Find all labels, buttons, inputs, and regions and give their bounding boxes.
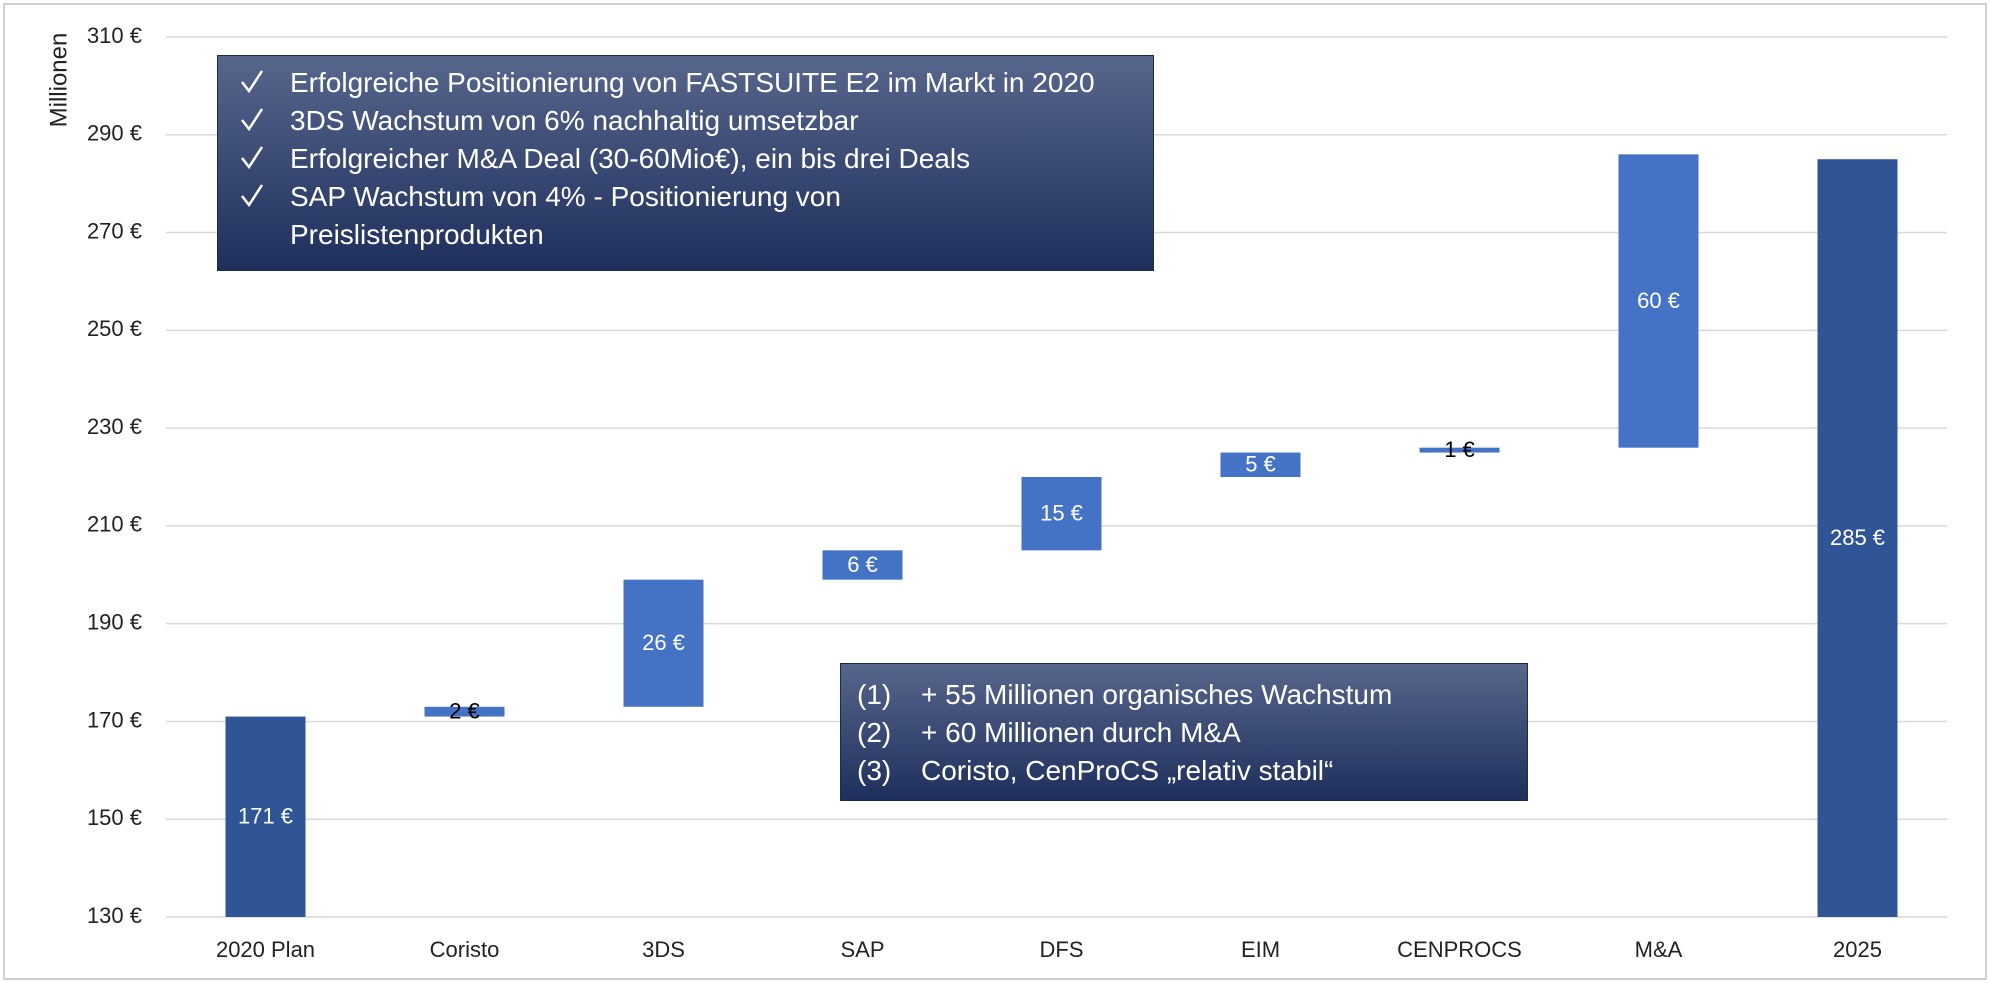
y-tick-label: 150 € bbox=[87, 805, 142, 830]
y-tick-label: 270 € bbox=[87, 218, 142, 243]
bullet-row: Erfolgreicher M&A Deal (30-60Mio€), ein … bbox=[238, 140, 1133, 178]
x-tick-label: Coristo bbox=[430, 937, 500, 962]
x-tick-label: CENPROCS bbox=[1397, 937, 1522, 962]
note-row: (1) + 55 Millionen organisches Wachstum bbox=[857, 676, 1511, 714]
y-axis-label: Millionen bbox=[45, 33, 72, 128]
check-icon bbox=[241, 70, 264, 94]
bar bbox=[822, 550, 903, 580]
y-tick-label: 210 € bbox=[87, 512, 142, 537]
bullet-text: 3DS Wachstum von 6% nachhaltig umsetzbar bbox=[290, 105, 859, 136]
x-tick-label: DFS bbox=[1040, 937, 1084, 962]
annotation-box: (1) + 55 Millionen organisches Wachstum (2… bbox=[840, 663, 1528, 801]
bullet-text: Erfolgreicher M&A Deal (30-60Mio€), ein … bbox=[290, 143, 971, 174]
check-icon bbox=[241, 184, 264, 208]
bullet-row: 3DS Wachstum von 6% nachhaltig umsetzbar bbox=[238, 102, 1133, 140]
x-tick-label: 3DS bbox=[642, 937, 685, 962]
frame bbox=[3, 3, 1987, 980]
note-marker: (1) bbox=[857, 679, 892, 710]
annotation-box: Erfolgreiche Positionierung von FASTSUIT… bbox=[217, 55, 1154, 271]
check bbox=[241, 70, 264, 94]
bar bbox=[1220, 452, 1301, 477]
note-marker: (2) bbox=[857, 717, 892, 748]
check-icon bbox=[241, 146, 264, 170]
y-tick-label: 290 € bbox=[87, 121, 142, 146]
y-tick-label: 170 € bbox=[87, 707, 142, 732]
bar bbox=[1021, 477, 1102, 551]
note-text: + 60 Millionen durch M&A bbox=[921, 717, 1241, 748]
x-tick-label: M&A bbox=[1635, 937, 1683, 962]
data-label: 26 € bbox=[642, 630, 685, 655]
y-tick-label: 130 € bbox=[87, 903, 142, 928]
bar bbox=[623, 579, 704, 707]
check-icon bbox=[241, 108, 264, 132]
bullet-row: Erfolgreiche Positionierung von FASTSUIT… bbox=[238, 64, 1133, 102]
data-label: 285 € bbox=[1830, 525, 1885, 550]
note-row: (3) Coristo, CenProCS „relativ stabil“ bbox=[857, 752, 1511, 790]
note-text: + 55 Millionen organisches Wachstum bbox=[921, 679, 1393, 710]
data-label: 5 € bbox=[1245, 452, 1276, 477]
data-label: 15 € bbox=[1040, 500, 1083, 525]
data-label: 2 € bbox=[449, 698, 480, 723]
x-tick-label: 2020 Plan bbox=[216, 937, 315, 962]
x-tick-label: 2025 bbox=[1833, 937, 1882, 962]
y-tick-label: 310 € bbox=[87, 23, 142, 48]
data-label: 171 € bbox=[238, 804, 293, 829]
x-tick-label: EIM bbox=[1241, 937, 1280, 962]
bullet-text: SAP Wachstum von 4% - Positionierung von… bbox=[290, 181, 841, 250]
bullet-row: SAP Wachstum von 4% - Positionierung von… bbox=[238, 178, 1133, 254]
data-label: 60 € bbox=[1637, 288, 1680, 313]
data-label: 1 € bbox=[1444, 437, 1475, 462]
check bbox=[241, 184, 264, 208]
bar bbox=[225, 716, 306, 917]
check bbox=[241, 108, 264, 132]
bullet-text: Erfolgreiche Positionierung von FASTSUIT… bbox=[290, 67, 1095, 98]
data-label: 6 € bbox=[847, 552, 878, 577]
y-tick-label: 190 € bbox=[87, 609, 142, 634]
note-marker: (3) bbox=[857, 755, 892, 786]
bar bbox=[424, 706, 505, 717]
check bbox=[241, 146, 264, 170]
note-row: (2) + 60 Millionen durch M&A bbox=[857, 714, 1511, 752]
x-tick-label: SAP bbox=[840, 937, 884, 962]
y-tick-label: 250 € bbox=[87, 316, 142, 341]
bar bbox=[1817, 159, 1898, 917]
bar bbox=[1419, 447, 1500, 453]
note-text: Coristo, CenProCS „relativ stabil“ bbox=[921, 755, 1334, 786]
bar bbox=[1618, 154, 1699, 448]
y-tick-label: 230 € bbox=[87, 414, 142, 439]
